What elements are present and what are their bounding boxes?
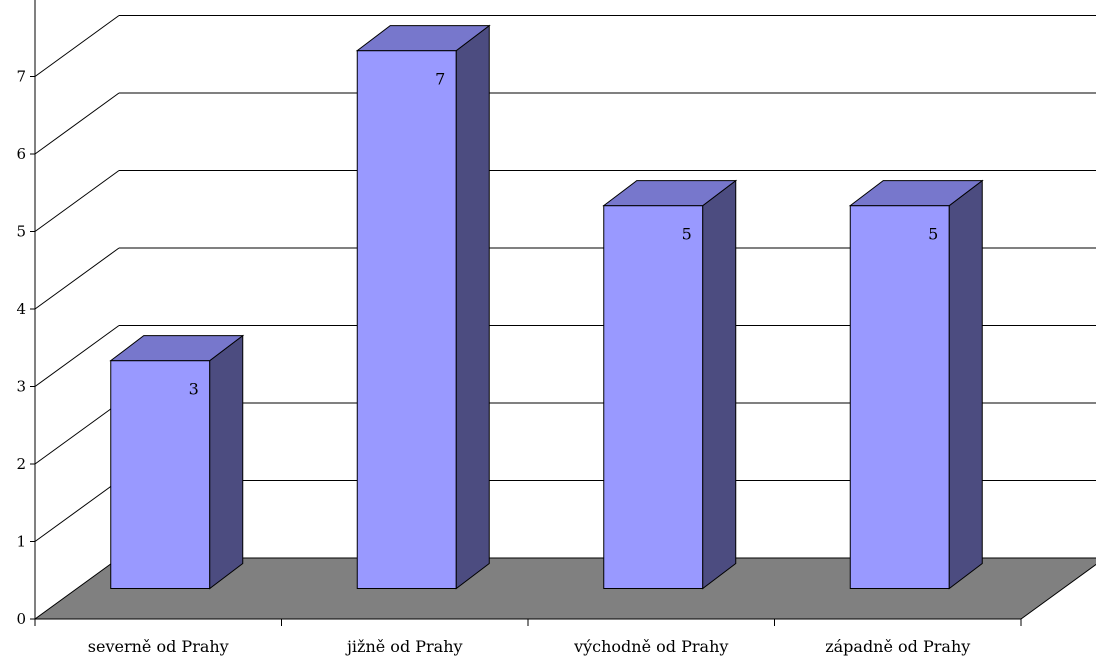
data-label: 5 xyxy=(928,225,938,244)
data-label: 7 xyxy=(435,70,445,89)
x-tick-labels: severně od Prahy jižně od Prahy východně o… xyxy=(88,637,971,656)
gridline-depth xyxy=(34,15,120,77)
y-tick-label: 5 xyxy=(16,223,26,241)
bar xyxy=(602,179,738,590)
bar-top xyxy=(602,180,738,207)
x-tick-label: západně od Prahy xyxy=(825,637,970,656)
bar xyxy=(355,24,491,590)
bar-front xyxy=(849,205,950,589)
gridline-depth xyxy=(34,247,120,310)
bar xyxy=(848,179,984,590)
bar-front xyxy=(603,205,704,589)
gridline-depth xyxy=(34,402,120,465)
bar-side xyxy=(209,334,244,590)
data-label: 5 xyxy=(682,225,692,244)
bar-side xyxy=(948,179,983,590)
bar-front xyxy=(110,360,211,589)
y-tick-label: 7 xyxy=(16,68,26,86)
bar-front xyxy=(356,50,457,589)
gridline-depth xyxy=(34,170,120,232)
bar xyxy=(109,334,245,590)
bar-top xyxy=(109,335,245,362)
bar-top xyxy=(848,180,984,207)
data-label: 3 xyxy=(189,380,199,399)
gridline-depth xyxy=(34,325,120,387)
bar-top xyxy=(355,25,491,52)
gridline-depth xyxy=(34,92,120,155)
y-tick-label: 1 xyxy=(16,533,26,551)
x-tick-label: jižně od Prahy xyxy=(345,637,463,656)
gridline-depth xyxy=(34,480,120,542)
y-tick-label: 6 xyxy=(16,145,26,163)
y-tick-label: 0 xyxy=(16,610,26,628)
y-tick-label: 4 xyxy=(16,300,26,318)
bar-side xyxy=(455,24,490,590)
bars xyxy=(109,24,984,590)
data-labels: 3 7 5 5 xyxy=(189,70,939,399)
y-tick-label: 2 xyxy=(16,455,26,473)
x-tick-label: východně od Prahy xyxy=(573,637,728,656)
x-tick-label: severně od Prahy xyxy=(88,637,229,656)
bar-side xyxy=(702,179,737,590)
axes xyxy=(30,0,1022,626)
y-tick-labels: 0 1 2 3 4 5 6 7 xyxy=(16,68,26,629)
y-tick-label: 3 xyxy=(16,378,26,396)
